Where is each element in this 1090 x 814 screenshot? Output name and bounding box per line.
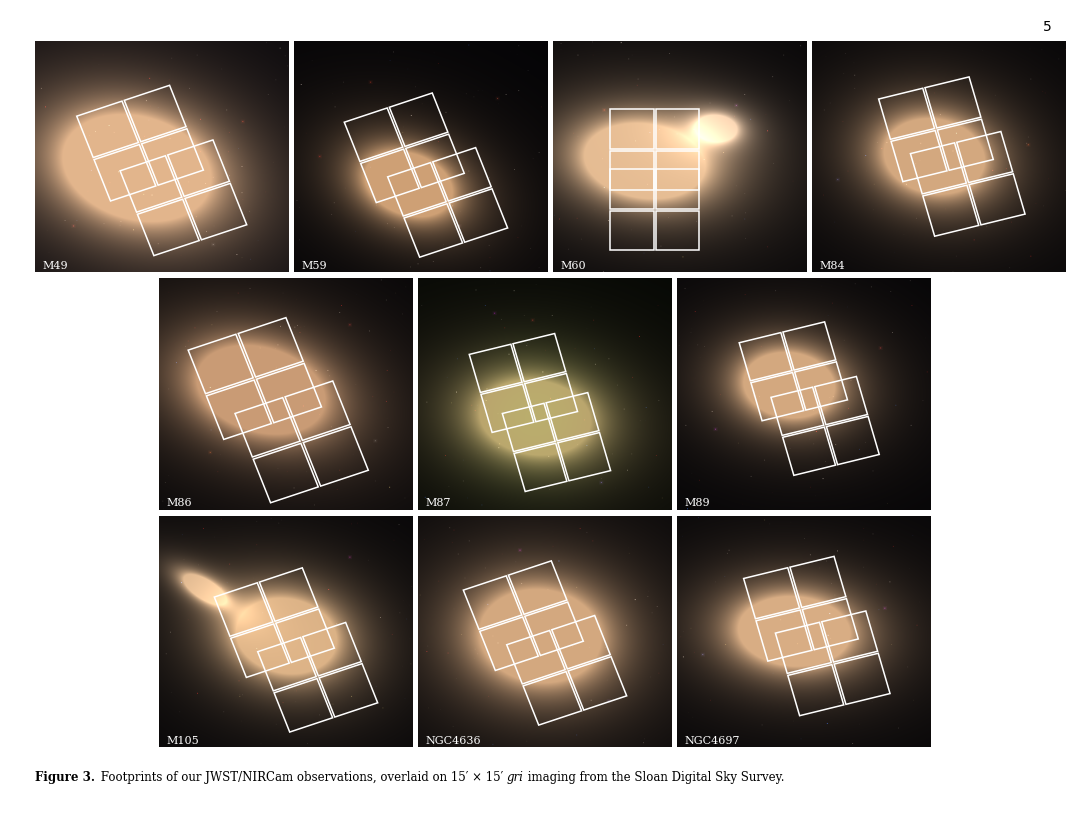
Text: Figure 3.: Figure 3. bbox=[35, 771, 95, 784]
Text: Footprints of our JWST/NIRCam observations, overlaid on 15′ × 15′: Footprints of our JWST/NIRCam observatio… bbox=[97, 771, 507, 784]
Text: NGC4636: NGC4636 bbox=[426, 736, 482, 746]
Text: NGC4697: NGC4697 bbox=[685, 736, 740, 746]
Text: 5: 5 bbox=[1043, 20, 1052, 34]
Text: M59: M59 bbox=[302, 260, 327, 271]
Text: M60: M60 bbox=[560, 260, 586, 271]
Text: M87: M87 bbox=[426, 498, 451, 508]
Text: M89: M89 bbox=[685, 498, 711, 508]
Text: M49: M49 bbox=[43, 260, 68, 271]
Text: M84: M84 bbox=[820, 260, 846, 271]
Text: M86: M86 bbox=[167, 498, 192, 508]
Text: imaging from the Sloan Digital Sky Survey.: imaging from the Sloan Digital Sky Surve… bbox=[524, 771, 785, 784]
Text: M105: M105 bbox=[167, 736, 199, 746]
Text: gri: gri bbox=[507, 771, 524, 784]
